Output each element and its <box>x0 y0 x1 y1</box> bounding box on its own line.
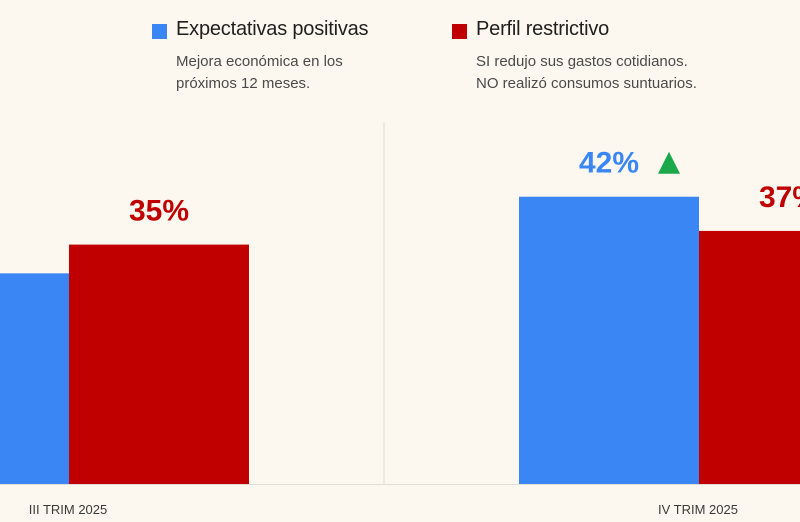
legend-desc-line: próximos 12 meses. <box>176 75 311 92</box>
data-label: 35% <box>129 195 189 228</box>
legend-swatch-red <box>452 24 467 39</box>
legend-title: Expectativas positivas <box>176 18 369 40</box>
bar-expectativas-2 <box>519 196 699 484</box>
legend-desc-line: SI redujo sus gastos cotidianos. <box>476 53 688 70</box>
data-label: 37% <box>759 181 800 214</box>
x-tick-label: IV TRIM 2025 <box>658 502 738 517</box>
up-triangle-icon <box>658 151 680 174</box>
legend-desc-line: Mejora económica en los <box>176 53 343 70</box>
x-tick-label: III TRIM 2025 <box>29 502 108 517</box>
legend-description: SI redujo sus gastos cotidianos. NO real… <box>476 51 697 95</box>
bar-expectativas-1 <box>0 273 69 484</box>
legend: Expectativas positivas Mejora económica … <box>0 18 800 108</box>
legend-swatch-blue <box>152 24 167 39</box>
legend-description: Mejora económica en los próximos 12 mese… <box>176 51 343 95</box>
data-label: 42% <box>579 147 639 180</box>
legend-title: Perfil restrictivo <box>476 18 610 40</box>
legend-desc-line: NO realizó consumos suntuarios. <box>476 75 697 92</box>
bar-perfil-2 <box>699 230 800 484</box>
bar-perfil-1 <box>69 244 249 484</box>
